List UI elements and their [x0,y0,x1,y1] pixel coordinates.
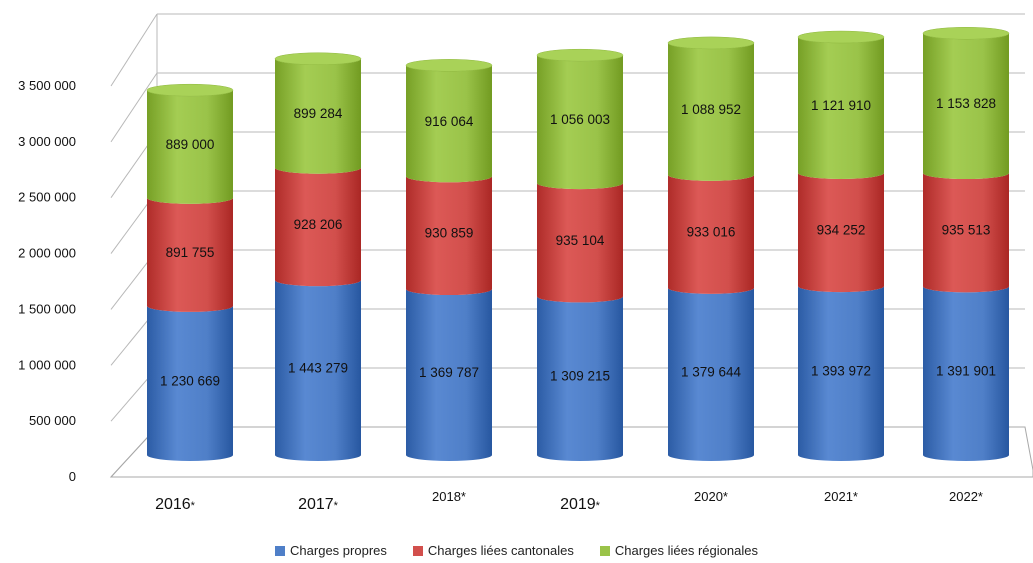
bar-segment [923,33,1009,180]
data-label: 1 443 279 [288,361,348,376]
x-tick-label: 2021* [824,489,858,504]
bar-segment [798,172,884,293]
y-tick-label: 3 000 000 [18,134,76,149]
bar-segment [406,65,492,183]
y-tick-label: 1 000 000 [18,357,76,372]
bar-top-cap [146,83,234,97]
bar-segment [668,174,754,294]
bar-segment [275,280,361,461]
bar-top-cap [536,48,624,62]
y-tick-label: 3 500 000 [18,78,76,93]
gridline-side [110,72,158,143]
legend-swatch [599,545,610,556]
bar-segment [798,286,884,461]
legend-label: Charges liées cantonales [427,543,574,558]
bar-segment [406,289,492,461]
bar-segment [923,173,1009,293]
legend-item: Charges liées cantonales [412,543,574,558]
bar-top-cap [405,59,493,72]
legend-swatch [275,545,286,556]
legend-label: Charges propres [290,543,387,558]
y-tick-label: 1 500 000 [18,301,76,316]
data-label: 1 153 828 [936,96,996,111]
data-label: 899 284 [294,106,343,121]
bar-top-cap [797,30,885,44]
data-label: 930 859 [425,226,474,241]
legend-label: Charges liées régionales [614,543,758,558]
data-label: 1 056 003 [550,112,610,127]
data-label: 889 000 [166,137,215,152]
x-tick-label: 2019* [560,496,601,513]
bar-segment [275,58,361,174]
bar-segment [668,287,754,461]
data-label: 933 016 [687,224,736,239]
data-label: 1 230 669 [160,373,220,388]
bar-segment [537,55,623,190]
data-label: 935 104 [556,233,605,248]
y-tick-label: 0 [69,469,76,484]
data-label: 891 755 [166,245,215,260]
bar-segment [537,296,623,461]
bar-segment [275,167,361,287]
y-tick-label: 2 000 000 [18,246,76,261]
legend-item: Charges liées régionales [599,543,758,558]
data-label: 1 088 952 [681,102,741,117]
legend-swatch [412,545,423,556]
data-label: 1 369 787 [419,365,479,380]
data-label: 1 391 901 [936,364,996,379]
data-label: 934 252 [817,223,866,238]
x-tick-label: 2016* [155,496,196,513]
chart-legend: Charges propres Charges liées cantonales C… [0,543,1033,558]
bar-top-cap [274,52,362,66]
bar-segment [147,197,233,312]
bar-segment [798,37,884,179]
bar-top-cap [922,27,1010,40]
legend-item: Charges propres [275,543,387,558]
bar-segment [923,286,1009,461]
bar-segment [147,305,233,461]
data-label: 1 309 215 [550,369,610,384]
x-tick-label: 2017* [298,496,339,513]
bar-segment [406,176,492,296]
bar-segment [147,90,233,204]
data-label: 1 121 910 [811,98,871,113]
bar-segment [668,42,754,181]
data-label: 1 379 644 [681,364,742,379]
data-label: 1 393 972 [811,364,871,379]
x-tick-label: 2020* [694,489,728,504]
chart-canvas: 0 500 000 1 000 000 1 500 000 2 000 000 2 500… [18,13,1033,513]
bar-segment [537,183,623,303]
gridline-side [110,13,158,87]
y-tick-label: 2 500 000 [18,190,76,205]
y-tick-label: 500 000 [29,413,76,428]
data-label: 916 064 [425,114,474,129]
data-label: 935 513 [942,223,991,238]
data-label: 928 206 [294,217,343,232]
bar-top-cap [667,36,755,50]
x-tick-label: 2018* [432,489,466,504]
x-tick-label: 2022* [949,489,983,504]
